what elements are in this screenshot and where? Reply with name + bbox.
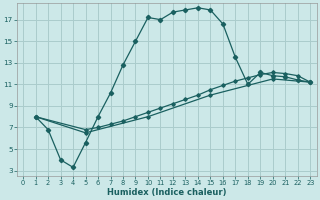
X-axis label: Humidex (Indice chaleur): Humidex (Indice chaleur) [107, 188, 227, 197]
